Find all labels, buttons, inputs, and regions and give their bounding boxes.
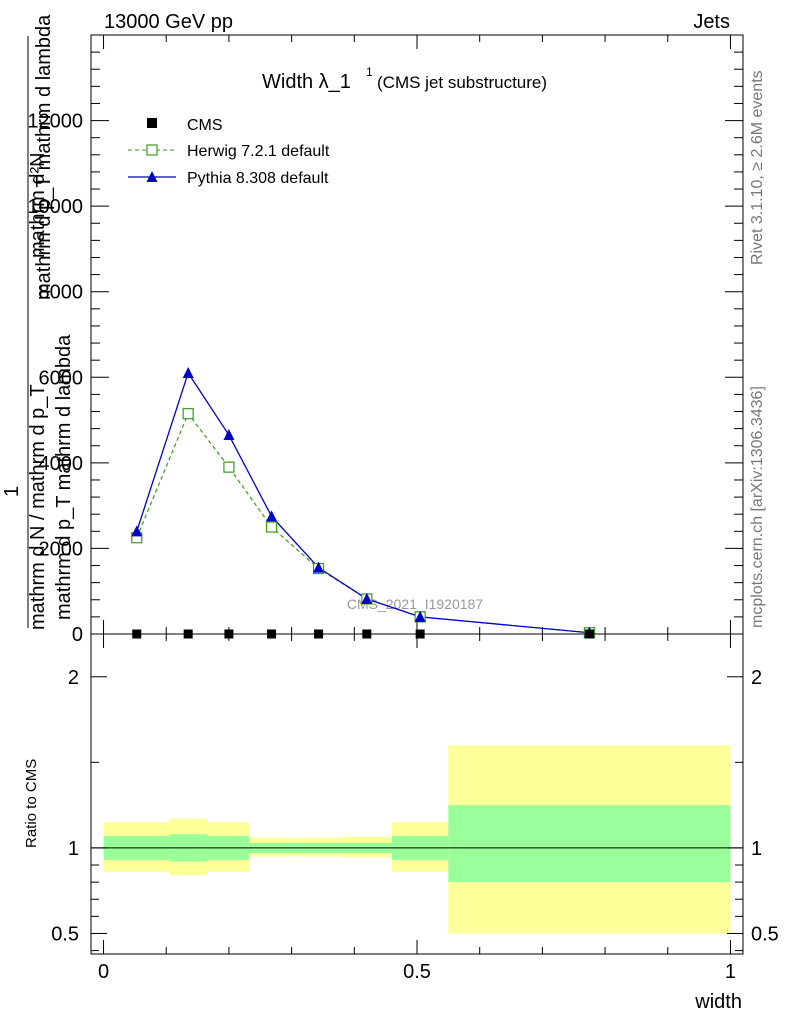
ratio-tick-labels: 0.5 0.5 1 1 2 2 0 0.5 1 [51,667,779,983]
header-left: 13000 GeV pp [104,11,233,33]
ratio-y-tick-label-right: 1 [751,838,762,860]
legend-pythia-marker [146,171,158,182]
main-y-tick-label: 4000 [39,453,84,475]
main-y-tick-label: 0 [72,624,83,646]
x-tick-label: 1 [725,961,736,983]
chart-subtitle: (CMS jet substructure) [377,73,547,92]
x-tick-label: 0.5 [403,961,431,983]
legend-herwig-label: Herwig 7.2.1 default [187,143,330,160]
main-tick-labels: 0 2000 4000 6000 8000 10000 12000 [27,111,83,646]
legend-cms-marker [147,118,157,128]
rivet-label: Rivet 3.1.10, ≥ 2.6M events [749,70,766,265]
pythia-point [223,429,235,441]
ylabel-top-sub: mathrm d p_T mathrm d lambda [33,14,55,300]
mcplots-label: mcplots.cern.ch [arXiv:1306.3436] [749,386,766,628]
herwig-point [223,461,235,473]
main-y-tick-label: 6000 [39,367,84,389]
x-tick-label: 0 [98,961,109,983]
main-y-tick-label: 8000 [39,282,84,304]
ratio-bands [103,745,731,934]
pythia-point [313,561,325,573]
main-y-tick-label: 10000 [27,196,83,218]
main-y-tick-label: 2000 [39,538,84,560]
ylabel-top: mathrm d²N [27,152,49,258]
watermark: CMS_2021_I1920187 [347,596,483,612]
ylabel-bottom-sub: mathrm d p_T mathrm d lambda [53,334,75,620]
chart-title: Width λ_1 [262,71,351,93]
x-axis-label: width [694,991,742,1013]
chart-title-sup: 1 [366,65,373,79]
legend: CMS Herwig 7.2.1 default Pythia 8.308 de… [128,117,330,187]
herwig-point [182,408,194,420]
ratio-y-tick-label-right: 0.5 [751,923,779,945]
main-plot: 0 2000 4000 6000 8000 10000 12000 CMS_2021_I19… [1,14,744,646]
pythia-point [131,525,143,537]
ylabel-bottom: mathrm d N / mathrm d p_T [27,384,49,630]
herwig-point [265,521,278,533]
ratio-plot: 0.5 0.5 1 1 2 2 0 0.5 1 Ratio to CMS width [23,633,779,1013]
ylabel-one: 1 [1,486,23,497]
legend-cms-label: CMS [187,117,223,134]
pythia-point [361,592,373,604]
legend-herwig-marker [146,144,158,156]
ratio-y-tick-label-left: 2 [68,667,79,689]
ratio-y-tick-label-left: 0.5 [51,923,79,945]
pythia-point [182,367,194,379]
ratio-ticks [91,634,743,954]
ratio-y-tick-label-left: 1 [68,838,79,860]
ratio-inner-band [448,805,731,883]
main-y-tick-label: 12000 [27,111,83,133]
ratio-y-label: Ratio to CMS [23,759,40,848]
pythia-point [414,610,426,622]
ratio-y-tick-label-right: 2 [751,667,762,689]
header-right: Jets [693,11,730,33]
pythia-line [136,371,590,634]
series-layer [131,367,596,639]
main-y-label: mathrm d²N mathrm d N / mathrm d p_T 1 m… [1,14,75,630]
legend-pythia-label: Pythia 8.308 default [187,170,329,187]
pythia-point [266,510,278,522]
